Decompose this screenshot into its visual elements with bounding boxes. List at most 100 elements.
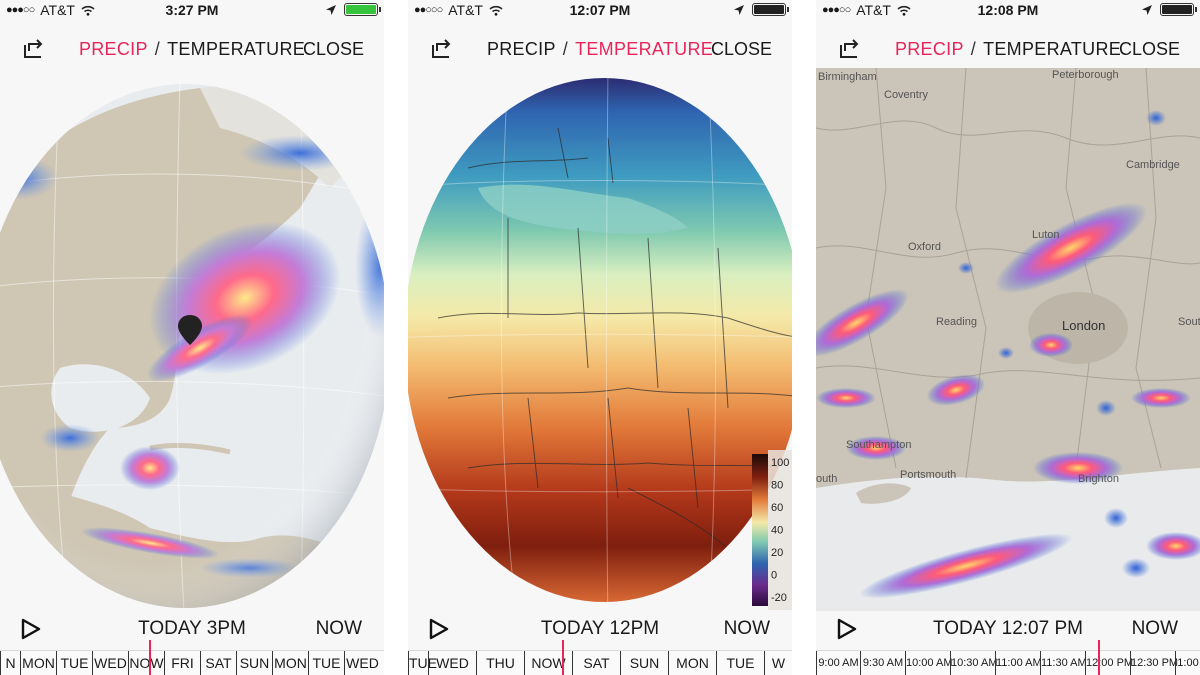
timeline-tick[interactable]: SAT [572, 651, 620, 675]
tab-temperature[interactable]: TEMPERATURE [983, 39, 1122, 59]
timeline-tick[interactable]: 1:00 [1175, 651, 1200, 675]
battery-icon [1160, 3, 1197, 16]
timeline-marker[interactable] [562, 640, 564, 675]
timeline-scrubber[interactable]: TUE WED THU NOW SAT SUN MON TUE W [408, 650, 792, 675]
globe-surface [0, 84, 384, 608]
timeline-tick[interactable]: WED [92, 651, 128, 675]
status-time: 3:27 PM [165, 2, 219, 18]
close-button[interactable]: CLOSE [710, 39, 772, 59]
share-icon[interactable] [430, 36, 454, 60]
signal-icon: ●●●○○ [822, 4, 851, 16]
location-arrow-icon [734, 4, 744, 15]
tab-separator: / [562, 39, 569, 59]
precip-local-map[interactable]: Birmingham Coventry Peterborough Cambridge O… [816, 68, 1200, 611]
playback-controls: TODAY 3PM NOW [0, 616, 384, 642]
phone-temperature-globe: ●●○○○ AT&T 12:07 PM PRECIP / TEMPERATURE C… [408, 0, 792, 675]
timeline-tick[interactable]: NOW [524, 651, 572, 675]
timeline-tick[interactable]: TUE [308, 651, 344, 675]
current-time-label: TODAY 3PM [138, 618, 246, 639]
timeline-tick[interactable]: MON [272, 651, 308, 675]
playback-controls: TODAY 12:07 PM NOW [816, 616, 1200, 642]
timeline-tick[interactable]: THU [476, 651, 524, 675]
wifi-icon [489, 5, 503, 16]
city-label: Luton [1032, 229, 1060, 241]
timeline-tick[interactable]: MON [668, 651, 716, 675]
legend-tick-label: 40 [771, 525, 783, 537]
timeline-tick[interactable]: 9:30 AM [860, 651, 905, 675]
timeline-marker[interactable] [1098, 640, 1100, 675]
close-button[interactable]: CLOSE [1118, 39, 1180, 59]
legend-tick-label: 0 [771, 570, 777, 582]
status-bar: ●●●○○ AT&T 12:08 PM [816, 0, 1200, 22]
timeline-tick[interactable]: SAT [200, 651, 236, 675]
city-label: Southampton [846, 439, 911, 451]
temperature-globe-map[interactable]: 100 80 60 40 20 0 -20 [408, 68, 792, 611]
timeline-tick[interactable]: 10:00 AM [905, 651, 952, 675]
timeline-tick[interactable]: WED [428, 651, 476, 675]
playback-controls: TODAY 12PM NOW [408, 616, 792, 642]
wifi-icon [897, 5, 911, 16]
legend-tick-label: 100 [771, 457, 789, 469]
battery-icon [752, 3, 789, 16]
city-label: Peterborough [1052, 69, 1119, 81]
share-icon[interactable] [22, 36, 46, 60]
status-time: 12:07 PM [569, 2, 631, 18]
timeline-tick[interactable]: WED [344, 651, 380, 675]
timeline-tick[interactable]: MON [20, 651, 56, 675]
top-nav: PRECIP / TEMPERATURE CLOSE [0, 36, 384, 62]
now-button[interactable]: NOW [723, 618, 770, 639]
tab-precip[interactable]: PRECIP [486, 39, 556, 59]
wifi-icon [81, 5, 95, 16]
timeline-tick[interactable]: 12:00 PM [1085, 651, 1133, 675]
city-label: Brighton [1078, 473, 1119, 485]
close-button[interactable]: CLOSE [302, 39, 364, 59]
location-arrow-icon [326, 4, 336, 15]
play-icon[interactable] [836, 618, 858, 640]
legend-tick-label: 80 [771, 480, 783, 492]
timeline-tick[interactable]: NOW [128, 651, 164, 675]
timeline-tick[interactable]: 10:30 AM [950, 651, 997, 675]
city-label: Oxford [908, 241, 941, 253]
tab-precip[interactable]: PRECIP [78, 39, 148, 59]
timeline-tick[interactable]: 9:00 AM [816, 651, 860, 675]
legend-tick-label: 60 [771, 502, 783, 514]
city-label: London [1062, 318, 1105, 333]
timeline-tick[interactable]: N [0, 651, 20, 675]
city-label: Sout [1178, 316, 1200, 328]
tab-separator: / [970, 39, 977, 59]
battery-icon [344, 3, 381, 16]
signal-icon: ●●●○○ [6, 4, 35, 16]
timeline-tick[interactable]: TUE [716, 651, 764, 675]
share-icon[interactable] [838, 36, 862, 60]
timeline-scrubber[interactable]: N MON TUE WED NOW FRI SAT SUN MON TUE WED [0, 650, 384, 675]
now-button[interactable]: NOW [1131, 618, 1178, 639]
play-icon[interactable] [428, 618, 450, 640]
timeline-marker[interactable] [149, 640, 151, 675]
tab-temperature[interactable]: TEMPERATURE [167, 39, 306, 59]
timeline-tick[interactable]: SUN [620, 651, 668, 675]
timeline-tick[interactable]: W [764, 651, 792, 675]
globe-surface [408, 78, 792, 602]
timeline-tick[interactable]: 12:30 PM [1130, 651, 1178, 675]
timeline-tick[interactable]: 11:30 AM [1040, 651, 1087, 675]
timeline-tick[interactable]: SUN [236, 651, 272, 675]
carrier-label: AT&T [448, 2, 483, 18]
timeline-scrubber[interactable]: 9:00 AM 9:30 AM 10:00 AM 10:30 AM 11:00 AM 11… [816, 650, 1200, 675]
timeline-tick[interactable]: TUE [56, 651, 92, 675]
phone-precip-globe: ●●●○○ AT&T 3:27 PM PRECIP / TEMPERATURE CL… [0, 0, 384, 675]
signal-icon: ●●○○○ [414, 4, 443, 16]
precip-globe-map[interactable] [0, 68, 384, 611]
play-icon[interactable] [20, 618, 42, 640]
temperature-legend: 100 80 60 40 20 0 -20 [752, 450, 792, 610]
city-label: Reading [936, 316, 977, 328]
tab-precip[interactable]: PRECIP [894, 39, 964, 59]
timeline-tick[interactable]: FRI [164, 651, 200, 675]
tab-separator: / [154, 39, 161, 59]
city-label: Birmingham [818, 71, 877, 83]
top-nav: PRECIP / TEMPERATURE CLOSE [408, 36, 792, 62]
now-button[interactable]: NOW [315, 618, 362, 639]
timeline-tick[interactable]: 11:00 AM [995, 651, 1042, 675]
timeline-tick[interactable]: TUE [408, 651, 437, 675]
top-nav: PRECIP / TEMPERATURE CLOSE [816, 36, 1200, 62]
tab-temperature[interactable]: TEMPERATURE [575, 39, 714, 59]
